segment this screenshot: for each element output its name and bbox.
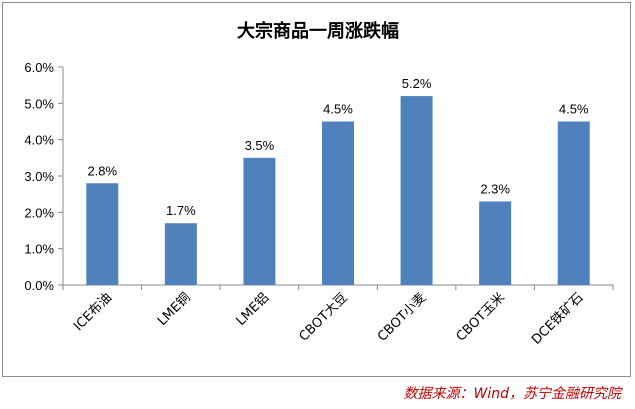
y-tick-label: 0.0%: [24, 278, 54, 293]
category-label: LME铜: [155, 290, 194, 329]
category-label: ICE布油: [71, 290, 115, 334]
bar-chart: 大宗商品一周涨跌幅 0.0% 1.0% 2.0% 3.0% 4.0% 5.0% 6.0% 2…: [24, 20, 614, 348]
data-label: 4.5%: [323, 102, 353, 117]
x-axis: [62, 284, 614, 290]
category-label: CBOT玉米: [454, 290, 508, 344]
bar: [557, 121, 590, 285]
chart-title: 大宗商品一周涨跌幅: [237, 20, 399, 42]
y-tick-label: 6.0%: [24, 60, 54, 75]
y-tick-label: 3.0%: [24, 169, 54, 184]
bar: [479, 201, 512, 285]
bar: [243, 157, 276, 285]
category-label: CBOT大豆: [296, 290, 350, 344]
data-label: 1.7%: [166, 203, 196, 218]
y-tick-label: 5.0%: [24, 96, 54, 111]
source-note: 数据来源：Wind，苏宁金融研究院: [403, 386, 622, 402]
category-labels: ICE布油 LME铜 LME铝 CBOT大豆 CBOT小麦 CBOT玉米 DCE铁矿石: [71, 290, 586, 347]
category-label: DCE铁矿石: [529, 290, 586, 347]
y-tick-label: 2.0%: [24, 205, 54, 220]
bar: [400, 96, 433, 285]
bar: [86, 183, 119, 285]
data-labels: 2.8% 1.7% 3.5% 4.5% 5.2% 2.3% 4.5%: [87, 76, 589, 218]
bar: [322, 121, 354, 285]
data-label: 4.5%: [559, 102, 589, 117]
category-label: CBOT小麦: [375, 290, 429, 344]
y-axis: 0.0% 1.0% 2.0% 3.0% 4.0% 5.0% 6.0%: [24, 60, 64, 293]
data-label: 2.3%: [480, 181, 510, 196]
data-label: 5.2%: [402, 76, 432, 91]
bar: [164, 223, 197, 285]
data-label: 2.8%: [87, 163, 117, 178]
data-label: 3.5%: [245, 138, 275, 153]
bars: [86, 96, 590, 285]
y-tick-label: 4.0%: [24, 133, 54, 148]
category-label: LME铝: [234, 290, 273, 329]
y-tick-label: 1.0%: [24, 242, 54, 257]
